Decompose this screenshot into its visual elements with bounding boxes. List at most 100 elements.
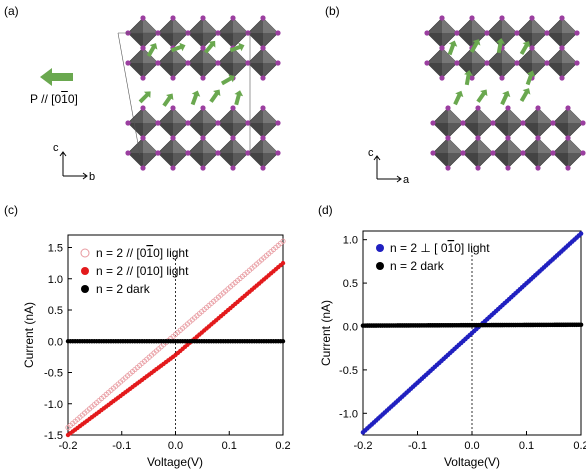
atom	[454, 30, 460, 36]
atom	[170, 15, 176, 21]
dipole-arrow-icon	[203, 40, 216, 54]
axes-icon-b	[373, 155, 402, 183]
atom	[460, 150, 466, 156]
octahedron	[430, 135, 466, 171]
y-tick-label: 1.0	[48, 274, 63, 286]
octahedron	[484, 45, 520, 81]
legend-marker	[376, 244, 384, 252]
xlabel-d: Voltage(V)	[444, 455, 500, 469]
atom	[230, 135, 236, 141]
atom	[499, 15, 505, 21]
atom	[580, 150, 586, 156]
atom	[140, 75, 146, 81]
atom	[475, 135, 481, 141]
atom	[460, 120, 466, 126]
octahedron	[544, 15, 580, 51]
atom	[275, 30, 281, 36]
atom	[275, 150, 281, 156]
legend-marker	[81, 285, 89, 293]
atom	[245, 60, 251, 66]
atom	[215, 60, 221, 66]
atom	[260, 75, 266, 81]
octahedron	[125, 135, 161, 171]
octahedron	[215, 135, 251, 171]
atom	[490, 150, 496, 156]
dipole-arrow-icon	[190, 90, 201, 106]
series-1	[65, 260, 286, 438]
atom	[475, 105, 481, 111]
atom	[505, 135, 511, 141]
octahedron	[185, 105, 221, 141]
unit-cell-edge	[117, 32, 141, 156]
atom	[484, 30, 490, 36]
atom	[469, 75, 475, 81]
atom	[245, 120, 251, 126]
ylabel-c: Current (nA)	[22, 302, 36, 368]
atom	[574, 60, 580, 66]
atom	[125, 150, 131, 156]
atom	[529, 15, 535, 21]
atom	[170, 135, 176, 141]
atom	[155, 60, 161, 66]
data-point	[280, 339, 286, 344]
dipole-arrow-icon	[496, 38, 505, 54]
octahedron	[520, 105, 556, 141]
panel-label-b: (b)	[325, 4, 340, 18]
atom	[559, 45, 565, 51]
dipole-arrow-icon	[469, 39, 481, 54]
atom	[170, 165, 176, 171]
axis-label-c-b: c	[368, 147, 374, 159]
x-tick-label: 0.1	[222, 440, 237, 452]
atom	[260, 45, 266, 51]
atom	[520, 120, 526, 126]
atom	[215, 120, 221, 126]
atom	[550, 120, 556, 126]
structure-figure: c b c a	[40, 15, 586, 186]
series-1	[360, 322, 584, 328]
atom	[490, 120, 496, 126]
atom	[275, 60, 281, 66]
atom	[200, 105, 206, 111]
data-point	[578, 322, 584, 328]
atom	[430, 150, 436, 156]
atom	[559, 75, 565, 81]
legend-label: n = 2 dark	[390, 259, 445, 273]
octahedron	[424, 45, 460, 81]
atom	[565, 165, 571, 171]
x-tick-label: -0.1	[112, 440, 131, 452]
atom	[230, 165, 236, 171]
legend-label: n = 2 // [010] light	[96, 264, 189, 278]
atom	[140, 15, 146, 21]
atom	[260, 15, 266, 21]
atom	[445, 135, 451, 141]
legend-label: n = 2 ⊥ [ 010] light	[390, 241, 490, 255]
atom	[185, 150, 191, 156]
y-tick-label: 0.0	[343, 321, 358, 333]
atom	[550, 150, 556, 156]
atom	[484, 60, 490, 66]
atom	[454, 60, 460, 66]
atom	[260, 105, 266, 111]
atom	[260, 135, 266, 141]
x-tick-label: 0.0	[168, 440, 183, 452]
atom	[499, 75, 505, 81]
series-2	[65, 339, 286, 344]
atom	[140, 135, 146, 141]
atom	[230, 15, 236, 21]
atom	[559, 15, 565, 21]
octahedron	[185, 45, 221, 81]
atom	[215, 150, 221, 156]
dipole-arrow-icon	[447, 40, 458, 56]
atom	[505, 105, 511, 111]
dipole-arrow-icon	[209, 89, 221, 103]
atom	[200, 75, 206, 81]
axes-icon-a	[59, 151, 88, 180]
structure-a	[117, 15, 281, 171]
octahedron	[125, 45, 161, 81]
atom	[505, 165, 511, 171]
octahedron	[484, 15, 520, 51]
atom	[200, 135, 206, 141]
dipole-arrow-icon	[146, 43, 158, 58]
y-tick-label: 0.0	[48, 336, 63, 348]
atom	[155, 150, 161, 156]
